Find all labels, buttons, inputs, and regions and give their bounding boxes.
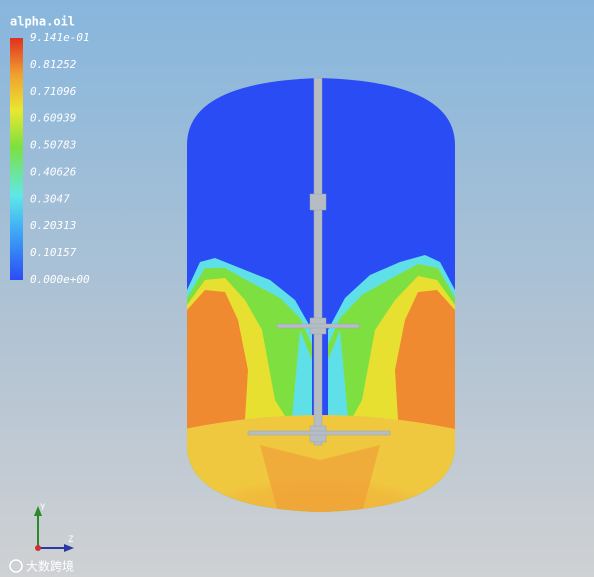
legend-label: 0.10157 (30, 246, 77, 259)
legend-label: 0.000e+00 (30, 273, 90, 286)
legend-label: 9.141e-01 (30, 31, 90, 44)
colorbar (10, 38, 23, 280)
impeller-shaft (247, 77, 391, 446)
legend-title: alpha.oil (10, 15, 75, 29)
legend-label: 0.20313 (30, 219, 76, 232)
axis-label-z: Z (68, 535, 74, 545)
axis-triad: Y Z (34, 503, 74, 552)
watermark: 大数跨境 (26, 559, 74, 574)
legend-label: 0.60939 (30, 112, 76, 125)
legend-label: 0.50783 (30, 139, 76, 152)
legend-label: 0.40626 (30, 165, 77, 178)
legend-label: 0.71096 (30, 85, 77, 98)
watermark-logo (9, 559, 23, 573)
vessel (187, 78, 455, 512)
axis-label-y: Y (40, 503, 46, 513)
legend-label: 0.3047 (30, 192, 70, 205)
legend-label: 0.81252 (30, 58, 77, 71)
